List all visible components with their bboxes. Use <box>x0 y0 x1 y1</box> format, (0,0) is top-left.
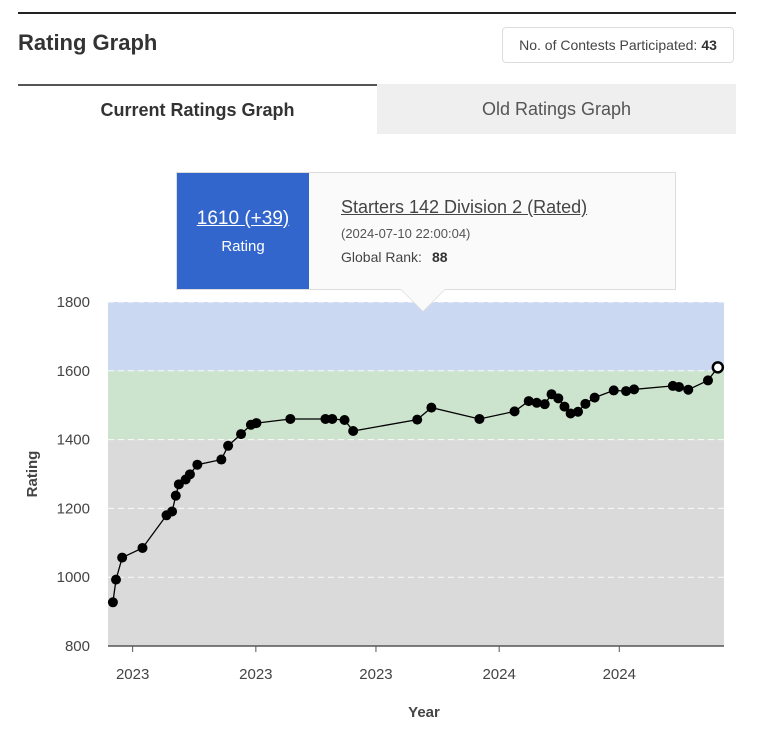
contests-label: No. of Contests Participated: <box>519 37 698 53</box>
tooltip-rating-label: Rating <box>221 237 265 255</box>
rating-band-1 <box>108 370 724 440</box>
tooltip-arrow <box>401 289 445 311</box>
rating-point-1 <box>111 574 122 585</box>
x-tick-label-0: 2023 <box>116 666 149 683</box>
contests-count-badge: No. of Contests Participated: 43 <box>502 27 734 63</box>
tooltip-rank: Global Rank: 88 <box>341 249 587 265</box>
rating-point-36 <box>621 386 632 397</box>
tooltip-rating-value[interactable]: 1610 (+39) <box>196 207 290 229</box>
rating-point-18 <box>327 413 338 424</box>
rating-point-19 <box>339 414 350 425</box>
rating-point-30 <box>559 401 570 412</box>
rating-point-selected <box>711 361 725 374</box>
y-tick-label-3: 1400 <box>57 432 90 449</box>
rating-point-34 <box>589 392 600 403</box>
rating-point-29 <box>553 393 564 404</box>
rating-point-41 <box>702 375 713 386</box>
y-tick-label-2: 1200 <box>57 500 90 517</box>
rating-point-37 <box>629 384 640 395</box>
x-tick-label-4: 2024 <box>603 666 636 683</box>
rating-point-11 <box>216 454 227 465</box>
tooltip-rating-panel: 1610 (+39) Rating <box>177 173 309 289</box>
top-rule <box>18 12 736 14</box>
rating-point-23 <box>474 413 485 424</box>
graph-tabs: Current Ratings Graph Old Ratings Graph <box>18 84 736 134</box>
tooltip-date: (2024-07-10 22:00:04) <box>341 226 471 241</box>
y-axis-title: Rating <box>24 451 41 498</box>
rating-band-2 <box>108 439 724 646</box>
rating-point-5 <box>167 506 178 517</box>
x-tick-label-1: 2023 <box>239 666 272 683</box>
rating-point-27 <box>539 399 550 410</box>
tooltip-details: Starters 142 Division 2 (Rated) (2024-07… <box>309 173 587 289</box>
tooltip-rank-value: 88 <box>431 249 448 265</box>
rating-point-33 <box>580 398 591 409</box>
rating-point-6 <box>170 490 181 501</box>
y-tick-label-0: 800 <box>65 638 90 655</box>
rating-point-16 <box>285 413 296 424</box>
x-axis-title: Year <box>408 704 440 721</box>
x-tick-label-2: 2023 <box>359 666 392 683</box>
rating-point-3 <box>137 542 148 553</box>
rating-point-21 <box>412 414 423 425</box>
rating-point-24 <box>509 406 520 417</box>
rating-point-13 <box>236 429 247 440</box>
rating-point-40 <box>683 384 694 395</box>
rating-point-9 <box>184 469 195 480</box>
rating-point-39 <box>674 381 685 392</box>
page-title: Rating Graph <box>18 30 158 55</box>
contests-count: 43 <box>701 37 717 53</box>
rating-point-15 <box>251 418 262 429</box>
rating-point-12 <box>223 440 234 451</box>
tooltip-rank-label: Global Rank: <box>341 249 422 265</box>
rating-point-25 <box>523 396 534 407</box>
y-tick-label-5: 1800 <box>57 294 90 311</box>
rating-point-26 <box>531 397 542 408</box>
rating-band-0 <box>108 302 724 371</box>
x-tick-label-3: 2024 <box>482 666 515 683</box>
rating-point-2 <box>117 552 128 563</box>
rating-point-35 <box>608 385 619 396</box>
contest-tooltip: 1610 (+39) Rating Starters 142 Division … <box>176 172 676 290</box>
rating-point-20 <box>348 426 359 436</box>
tab-current-ratings[interactable]: Current Ratings Graph <box>18 84 377 134</box>
rating-point-10 <box>192 459 203 470</box>
y-tick-label-1: 1000 <box>57 569 90 586</box>
y-tick-label-4: 1600 <box>57 363 90 380</box>
tooltip-contest-link[interactable]: Starters 142 Division 2 (Rated) <box>341 197 588 217</box>
tab-old-ratings[interactable]: Old Ratings Graph <box>377 84 736 134</box>
rating-point-22 <box>426 402 437 413</box>
rating-point-32 <box>573 406 584 417</box>
rating-point-0 <box>107 597 118 608</box>
